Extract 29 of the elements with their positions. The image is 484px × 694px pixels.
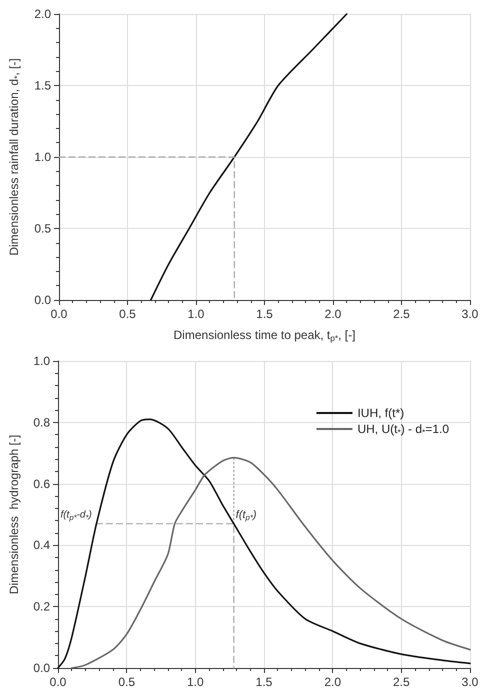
y-tick-label: 0.4 — [33, 538, 50, 552]
y-tick-label: 0.8 — [33, 415, 50, 430]
y-tick-label: 0.6 — [33, 476, 50, 491]
legend-label: IUH, f(t*) — [357, 406, 404, 420]
y-tick-label: 1.5 — [34, 78, 52, 92]
legend-label: UH, U(t*) - d*=1.0 — [357, 422, 450, 437]
y-tick-label: 0.5 — [34, 222, 52, 236]
x-tick-label: 0.0 — [50, 675, 67, 689]
x-tick-label: 0.0 — [50, 307, 68, 321]
x-tick-label: 2.5 — [392, 675, 410, 689]
y-tick-label: 2.0 — [34, 7, 52, 21]
x-tick-label: 1.0 — [188, 307, 205, 321]
x-tick-label: 1.0 — [186, 675, 204, 689]
y-tick-label: 1.0 — [33, 354, 50, 368]
y-tick-label: 0.0 — [33, 661, 50, 675]
x-tick-label: 2.5 — [393, 307, 410, 321]
x-tick-label: 2.0 — [324, 307, 342, 321]
x-tick-label: 1.5 — [256, 307, 274, 321]
y-tick-label: 1.0 — [34, 150, 52, 164]
y-axis-title: Dimensionless hydrograph [-] — [7, 434, 21, 594]
x-tick-label: 3.0 — [462, 675, 479, 689]
y-axis-title: Dimensionless rainfall duration, d*, [-] — [7, 58, 22, 256]
x-tick-label: 0.5 — [118, 675, 136, 689]
x-tick-label: 2.0 — [324, 675, 342, 689]
x-tick-label: 1.5 — [256, 675, 273, 689]
x-tick-label: 3.0 — [462, 307, 479, 321]
y-tick-label: 0.2 — [33, 600, 50, 614]
y-tick-label: 0.0 — [34, 293, 52, 307]
x-tick-label: 0.5 — [119, 307, 136, 321]
